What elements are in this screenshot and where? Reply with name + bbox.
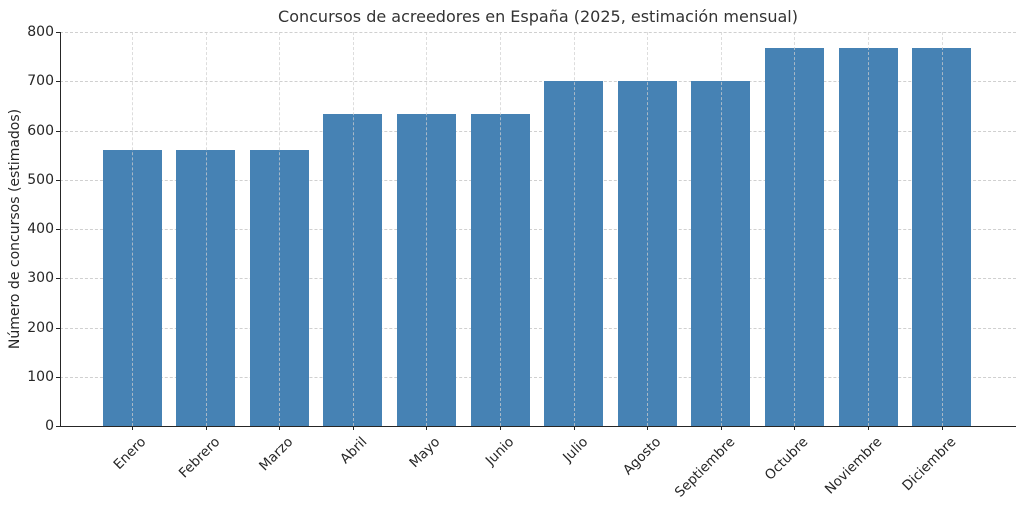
x-tick-mark	[352, 426, 354, 430]
y-tick-label: 800	[27, 24, 54, 40]
y-tick-mark	[56, 81, 60, 83]
y-tick-mark	[56, 327, 60, 329]
gridline-vertical	[279, 32, 281, 426]
y-tick-label: 400	[27, 221, 54, 237]
x-tick-label: Septiembre	[671, 434, 739, 501]
x-tick-mark	[720, 426, 722, 430]
x-tick-mark	[279, 426, 281, 430]
gridline-vertical	[352, 32, 354, 426]
x-tick-mark	[500, 426, 501, 430]
x-tick-label: Febrero	[175, 434, 223, 482]
x-tick-label: Octubre	[762, 434, 812, 484]
y-tick-mark	[56, 229, 60, 230]
gridline-vertical	[720, 32, 722, 426]
x-tick-label: Junio	[482, 434, 518, 469]
x-tick-label: Enero	[110, 434, 150, 473]
gridline-vertical	[941, 32, 943, 426]
y-axis-spine	[60, 32, 61, 426]
y-tick-label: 600	[27, 122, 54, 139]
x-tick-mark	[868, 426, 869, 430]
gridline-horizontal	[60, 327, 1016, 329]
x-tick-label: Noviembre	[821, 434, 886, 498]
y-tick-label: 500	[27, 171, 54, 188]
gridline-vertical	[794, 32, 796, 426]
x-tick-mark	[794, 426, 796, 430]
y-tick-mark	[56, 426, 60, 427]
x-tick-mark	[647, 426, 649, 430]
x-tick-mark	[573, 426, 575, 430]
x-tick-label: Marzo	[256, 434, 297, 475]
x-tick-mark	[941, 426, 943, 430]
y-tick-label: 300	[27, 270, 54, 287]
gridline-horizontal	[60, 81, 1016, 83]
x-axis-spine	[60, 426, 1016, 427]
gridline-horizontal	[60, 376, 1016, 378]
gridline-horizontal	[60, 130, 1016, 132]
x-tick-mark	[132, 426, 133, 430]
gridline-horizontal	[60, 278, 1016, 280]
x-tick-label: Abril	[336, 434, 371, 468]
x-tick-label: Agosto	[620, 434, 665, 479]
y-axis-label: Número de concursos (estimados)	[7, 108, 23, 350]
y-tick-label: 100	[27, 368, 54, 385]
gridline-vertical	[500, 32, 501, 426]
gridline-horizontal	[60, 32, 1016, 33]
x-tick-label: Diciembre	[898, 434, 959, 495]
y-tick-label: 0	[45, 418, 54, 434]
gridline-horizontal	[60, 179, 1016, 181]
x-tick-label: Julio	[559, 434, 591, 466]
plot-area	[60, 32, 1016, 427]
y-tick-mark	[56, 32, 60, 33]
y-tick-mark	[56, 179, 60, 181]
gridline-vertical	[426, 32, 428, 426]
chart-title: Concursos de acreedores en España (2025,…	[278, 7, 798, 26]
gridline-vertical	[573, 32, 575, 426]
y-tick-label: 200	[27, 319, 54, 336]
y-tick-mark	[56, 278, 60, 280]
y-tick-mark	[56, 130, 60, 132]
x-tick-mark	[205, 426, 207, 430]
gridline-horizontal	[60, 229, 1016, 230]
x-tick-mark	[426, 426, 428, 430]
x-tick-label: Mayo	[406, 434, 444, 471]
gridline-vertical	[205, 32, 207, 426]
gridline-vertical	[647, 32, 649, 426]
y-tick-label: 700	[27, 73, 54, 90]
gridline-vertical	[868, 32, 869, 426]
gridline-vertical	[132, 32, 133, 426]
y-tick-mark	[56, 376, 60, 378]
